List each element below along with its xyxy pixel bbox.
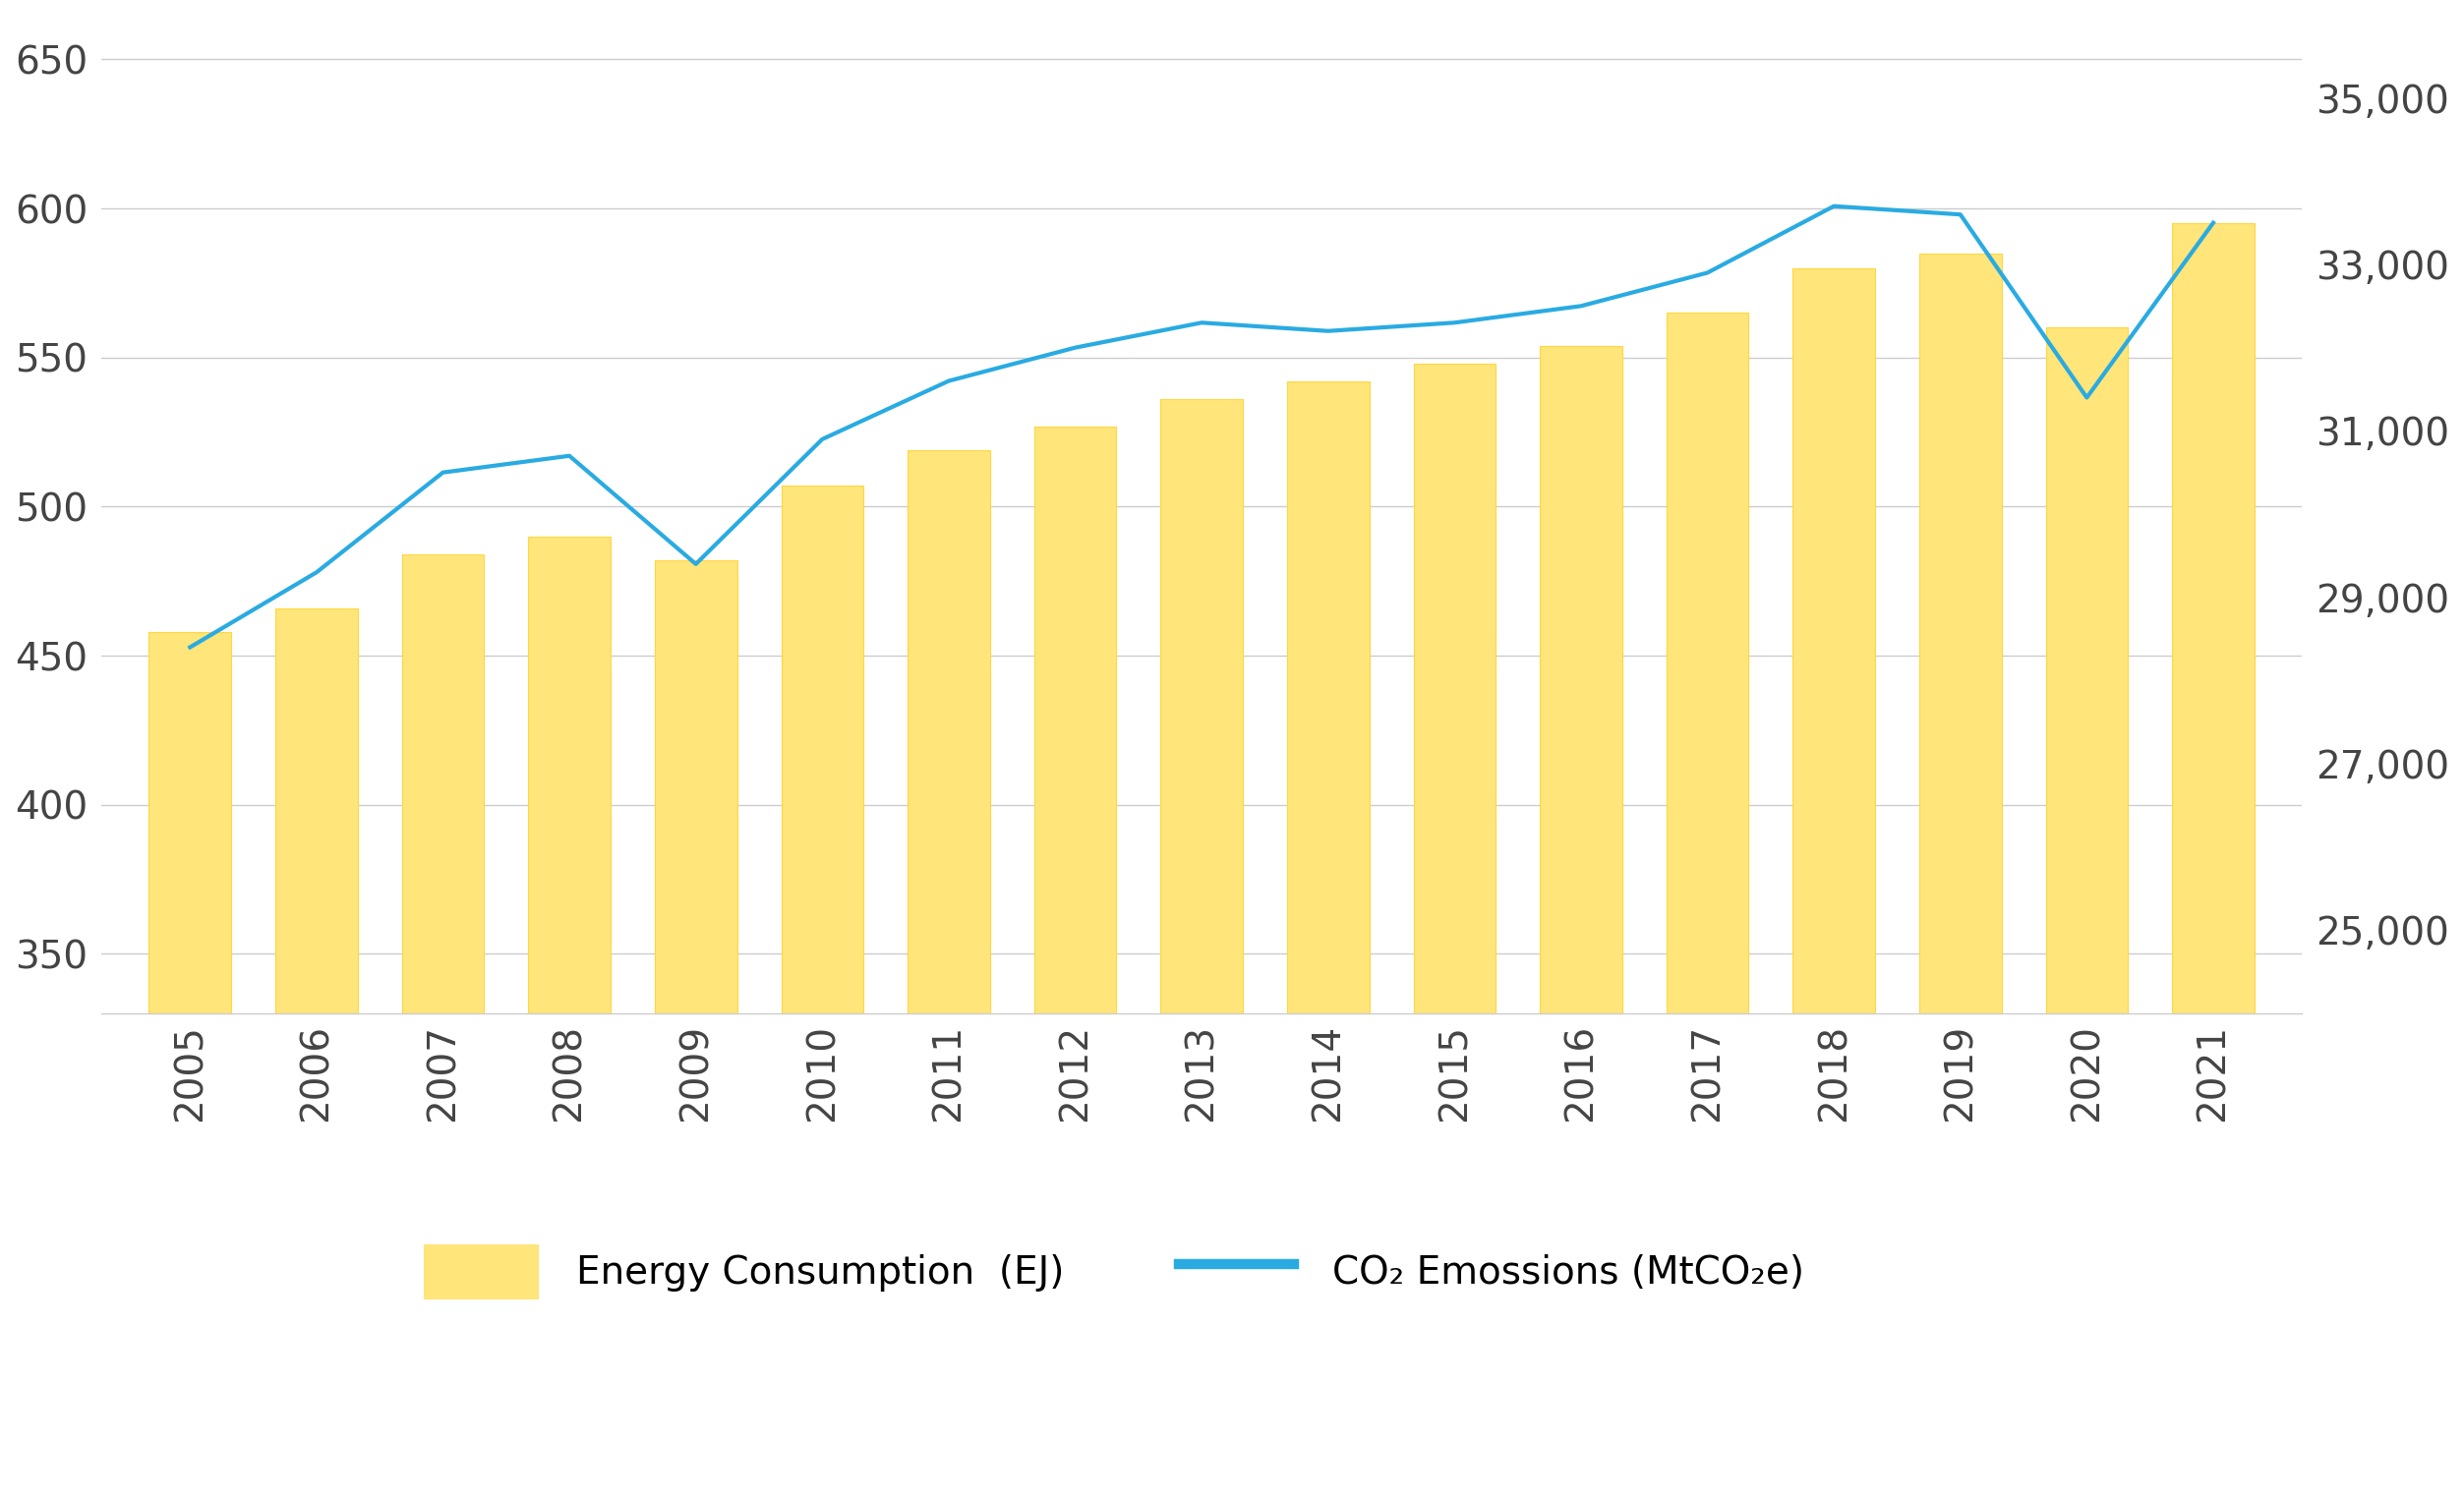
Bar — [781, 485, 862, 1498]
Bar — [402, 554, 483, 1498]
Bar — [2173, 223, 2255, 1498]
Bar — [1794, 268, 1875, 1498]
Bar — [276, 608, 357, 1498]
Bar — [1919, 253, 2001, 1498]
Bar — [148, 632, 232, 1498]
Legend: Energy Consumption  (EJ), CO₂ Emossions (MtCO₂e): Energy Consumption (EJ), CO₂ Emossions (… — [409, 1230, 1818, 1314]
Bar — [1035, 425, 1116, 1498]
Bar — [1161, 400, 1242, 1498]
Bar — [1414, 364, 1496, 1498]
Bar — [655, 560, 737, 1498]
Bar — [1540, 346, 1621, 1498]
Bar — [527, 536, 611, 1498]
Bar — [1666, 313, 1749, 1498]
Bar — [2045, 328, 2129, 1498]
Bar — [907, 449, 991, 1498]
Bar — [1286, 382, 1370, 1498]
